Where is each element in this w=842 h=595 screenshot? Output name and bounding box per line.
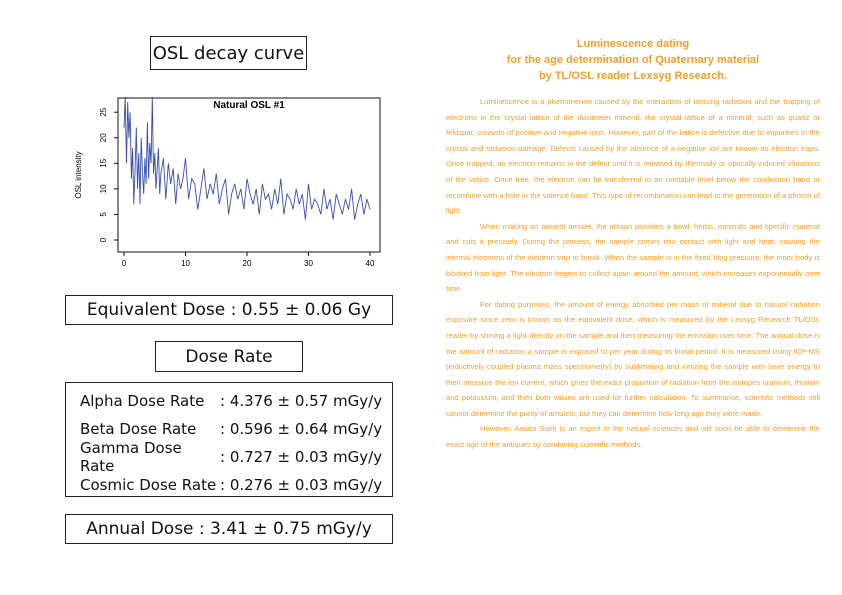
article-title-line: Luminescence dating [576,38,690,50]
osl-decay-chart: Natural OSL #1 OSL intensity 0 10 20 30 40 0 5… [74,96,381,268]
dose-rate-label: Cosmic Dose Rate [80,476,217,494]
y-tick-label: 5 [99,212,108,217]
dose-rate-value: : 0.727 ± 0.03 mGy/y [220,448,383,466]
dose-rate-label: Gamma Dose Rate [80,439,182,475]
chart-plot-frame [117,97,381,253]
dose-rate-label: Beta Dose Rate [80,420,197,438]
article-paragraph: Luminescence is a phenomenon caused by t… [446,97,820,216]
dose-rate-row-cosmic: Cosmic Dose Rate : 0.276 ± 0.03 mGy/y [80,471,392,499]
dose-rate-table: Alpha Dose Rate : 4.376 ± 0.57 mGy/y Bet… [65,382,393,497]
chart-axis-ticks: 0 10 20 30 40 0 5 10 15 20 25 [99,107,375,268]
x-tick-label: 30 [304,259,313,268]
article-paragraph: For dating purposes, the amount of energ… [446,299,820,418]
dose-rate-label: Alpha Dose Rate [80,392,205,410]
dose-rate-row-beta: Beta Dose Rate : 0.596 ± 0.64 mGy/y [80,415,392,443]
chart-ylabel: OSL intensity [74,151,83,198]
dose-rate-row-gamma: Gamma Dose Rate : 0.727 ± 0.03 mGy/y [80,439,392,475]
dose-rate-heading: Dose Rate [155,341,303,372]
article-paragraph: When making an ancient amulet, the artis… [446,221,820,294]
x-tick-label: 20 [243,259,252,268]
dose-rate-row-alpha: Alpha Dose Rate : 4.376 ± 0.57 mGy/y [80,387,392,415]
y-tick-label: 15 [99,158,108,167]
article-title-line: for the age determination of Quaternary … [506,54,760,66]
dose-rate-value: : 4.376 ± 0.57 mGy/y [220,392,383,410]
equivalent-dose-box: Equivalent Dose : 0.55 ± 0.06 Gy [65,295,393,325]
y-tick-label: 25 [99,107,108,116]
osl-decay-curve-heading: OSL decay curve [150,36,307,70]
chart-series-line [123,96,371,220]
y-tick-label: 10 [99,184,108,193]
x-tick-label: 10 [181,259,190,268]
x-tick-label: 40 [366,259,375,268]
article-title-line: by TL/OSL reader Lexsyg Research. [538,70,728,82]
article-title: Luminescence dating for the age determin… [446,36,820,84]
x-tick-label: 0 [122,259,127,268]
y-tick-label: 20 [99,133,108,142]
article-paragraph: However, Amata Siam is an expert in the … [446,424,820,450]
article-body: Luminescence is a phenomenon caused by t… [446,94,820,453]
dose-rate-value: : 0.276 ± 0.03 mGy/y [220,476,383,494]
y-tick-label: 0 [99,237,108,242]
dose-rate-value: : 0.596 ± 0.64 mGy/y [220,420,383,438]
article-column: Luminescence dating for the age determin… [446,36,820,453]
annual-dose-box: Annual Dose : 3.41 ± 0.75 mGy/y [65,514,393,544]
chart-title: Natural OSL #1 [213,100,285,111]
